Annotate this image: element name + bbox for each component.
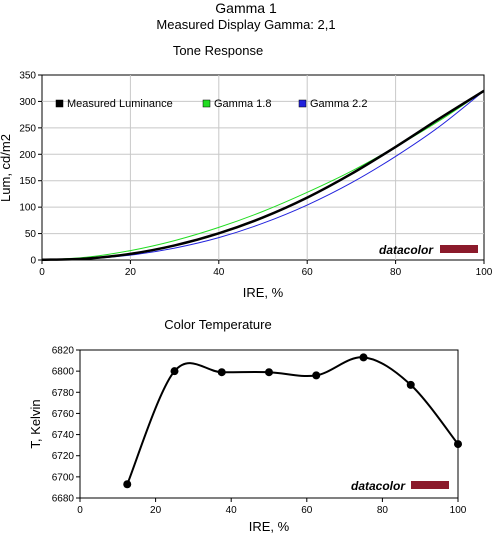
tone-xtick-label: 80	[390, 267, 402, 278]
tone-response-chart: Tone Response 0 20 40 60 80 100 0 50 100 150 200 25…	[0, 43, 492, 300]
tone-watermark-text: datacolor	[379, 243, 434, 257]
tone-xtick-label: 60	[302, 267, 314, 278]
tone-watermark: datacolor	[379, 243, 478, 257]
tone-ytick-label: 150	[19, 176, 36, 187]
color-temperature-chart: Color Temperature 0 20 40 60 80 100 6680 6700 67…	[28, 317, 467, 534]
temp-ytick-label: 6780	[52, 388, 75, 399]
temp-watermark: datacolor	[351, 479, 449, 493]
tone-ytick-label: 350	[19, 71, 36, 82]
temp-ytick-label: 6680	[52, 494, 75, 505]
tone-legend-swatch	[202, 99, 211, 108]
temp-watermark-bar	[411, 481, 449, 489]
tone-ytick-label: 300	[19, 97, 36, 108]
tone-legend-swatch	[55, 99, 64, 108]
temp-ticks: 0 20 40 60 80 100 6680 6700 6720 6740 6760 6780 6800…	[52, 346, 467, 517]
tone-xtick-label: 20	[125, 267, 137, 278]
temp-ytick-label: 6700	[52, 472, 75, 483]
temp-xtick-label: 80	[377, 505, 389, 516]
tone-xlabel: IRE, %	[243, 285, 284, 300]
temp-data-point	[312, 371, 321, 380]
tone-legend-label: Gamma 1.8	[214, 98, 271, 110]
temp-ytick-label: 6720	[52, 451, 75, 462]
tone-ytick-label: 100	[19, 203, 36, 214]
temp-xtick-label: 40	[226, 505, 238, 516]
temp-xtick-label: 0	[77, 505, 83, 516]
tone-watermark-bar	[440, 245, 478, 253]
tone-response-title: Tone Response	[173, 43, 263, 58]
tone-legend-label: Measured Luminance	[67, 98, 173, 110]
temp-ytick-label: 6820	[52, 346, 75, 357]
tone-ytick-label: 250	[19, 123, 36, 134]
temp-xtick-label: 100	[450, 505, 467, 516]
tone-ylabel: Lum, cd/m2	[0, 134, 13, 202]
tone-legend-swatch	[298, 99, 307, 108]
color-temperature-title: Color Temperature	[164, 317, 271, 332]
temp-xtick-label: 60	[301, 505, 313, 516]
tone-lines	[41, 89, 485, 261]
main-title: Gamma 1	[215, 0, 277, 16]
temp-data-point	[217, 368, 226, 377]
tone-ytick-label: 200	[19, 150, 36, 161]
tone-ytick-label: 0	[30, 256, 36, 267]
temp-data-point	[454, 440, 462, 449]
tone-ticks: 0 20 40 60 80 100 0 50 100 150 200 250 300 350	[19, 71, 492, 279]
temp-data-point	[265, 368, 273, 377]
temp-ytick-label: 6760	[52, 409, 75, 420]
temp-data-point	[170, 367, 179, 376]
temp-xtick-label: 20	[150, 505, 162, 516]
temp-ytick-label: 6740	[52, 430, 75, 441]
temp-ylabel: T, Kelvin	[28, 399, 43, 448]
temp-lines	[123, 353, 462, 489]
tone-xtick-label: 0	[39, 267, 45, 278]
temp-data-point	[359, 353, 368, 362]
tone-plot-area	[41, 74, 485, 261]
temp-data-point	[406, 380, 415, 389]
main-subtitle: Measured Display Gamma: 2,1	[156, 17, 335, 32]
tone-ytick-label: 50	[25, 229, 37, 240]
tone-grid	[42, 75, 484, 260]
tone-xtick-label: 40	[213, 267, 225, 278]
temp-data-point	[123, 480, 132, 489]
tone-legend: Measured Luminance Gamma 1.8 Gamma 2.2	[55, 98, 367, 110]
temp-ytick-label: 6800	[52, 367, 75, 378]
tone-legend-label: Gamma 2.2	[310, 98, 367, 110]
tone-xtick-label: 100	[476, 267, 492, 278]
temp-watermark-text: datacolor	[351, 479, 406, 493]
tone-series-line-0	[41, 89, 485, 261]
temp-xlabel: IRE, %	[249, 519, 290, 534]
